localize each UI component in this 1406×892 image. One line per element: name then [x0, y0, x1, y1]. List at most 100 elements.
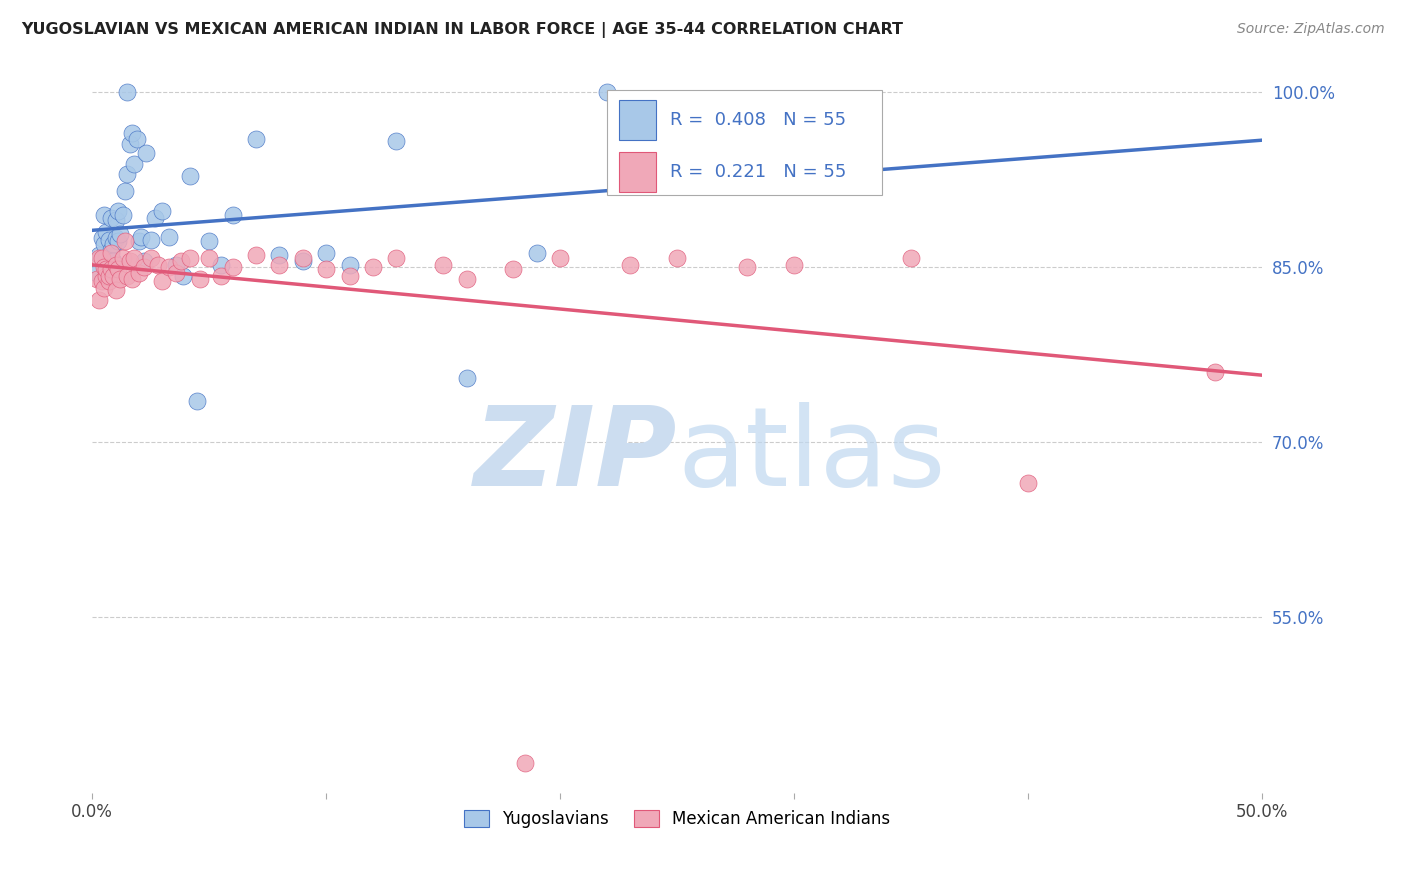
Point — [104, 284, 127, 298]
Point — [107, 204, 129, 219]
Point — [456, 371, 478, 385]
Point — [361, 260, 384, 274]
Text: YUGOSLAVIAN VS MEXICAN AMERICAN INDIAN IN LABOR FORCE | AGE 35-44 CORRELATION CH: YUGOSLAVIAN VS MEXICAN AMERICAN INDIAN I… — [21, 22, 903, 38]
Point — [143, 211, 166, 225]
Point — [596, 85, 619, 99]
Point — [111, 251, 134, 265]
Point — [179, 251, 201, 265]
Point — [128, 235, 150, 249]
Point — [172, 269, 194, 284]
Point — [737, 155, 759, 169]
Point — [114, 184, 136, 198]
Point — [502, 262, 524, 277]
Point — [107, 262, 129, 277]
Point — [104, 213, 127, 227]
Point — [783, 258, 806, 272]
FancyBboxPatch shape — [607, 90, 882, 195]
Point — [124, 251, 146, 265]
Point — [131, 229, 153, 244]
Point — [315, 246, 337, 260]
Point — [139, 233, 162, 247]
FancyBboxPatch shape — [619, 153, 657, 192]
Point — [125, 131, 148, 145]
Point — [689, 161, 711, 175]
Point — [86, 272, 108, 286]
Point — [513, 756, 536, 771]
Point — [186, 394, 208, 409]
Point — [157, 229, 180, 244]
Point — [165, 266, 187, 280]
Point — [291, 251, 314, 265]
Point — [100, 262, 122, 277]
Point — [93, 260, 115, 274]
Point — [209, 269, 232, 284]
Point — [89, 251, 111, 265]
Point — [89, 293, 111, 307]
Point — [245, 248, 267, 262]
Point — [198, 235, 221, 249]
Point — [339, 258, 361, 272]
Point — [643, 178, 665, 193]
Point — [1017, 476, 1039, 491]
Point — [90, 274, 112, 288]
Point — [150, 274, 173, 288]
Point — [385, 134, 408, 148]
Point — [114, 235, 136, 249]
Point — [548, 251, 571, 265]
Point — [117, 167, 139, 181]
Point — [121, 272, 143, 286]
Point — [124, 157, 146, 171]
Point — [89, 248, 111, 262]
Text: R =  0.221   N = 55: R = 0.221 N = 55 — [671, 163, 846, 181]
Text: Source: ZipAtlas.com: Source: ZipAtlas.com — [1237, 22, 1385, 37]
Point — [117, 269, 139, 284]
Point — [97, 269, 120, 284]
Point — [90, 231, 112, 245]
Point — [118, 137, 141, 152]
Point — [100, 211, 122, 225]
Point — [118, 254, 141, 268]
Point — [146, 258, 169, 272]
Point — [86, 266, 108, 280]
Point — [619, 258, 641, 272]
Point — [110, 227, 132, 242]
Point — [104, 231, 127, 245]
Point — [100, 246, 122, 260]
Point — [737, 260, 759, 274]
Point — [385, 251, 408, 265]
Point — [100, 243, 122, 257]
Point — [110, 272, 132, 286]
Point — [179, 169, 201, 183]
Point — [103, 269, 125, 284]
Point — [1204, 365, 1226, 379]
Point — [209, 258, 232, 272]
Point — [713, 149, 735, 163]
Point — [291, 254, 314, 268]
FancyBboxPatch shape — [619, 100, 657, 139]
Point — [188, 272, 211, 286]
Point — [170, 254, 193, 268]
Point — [315, 262, 337, 277]
Point — [93, 207, 115, 221]
Legend: Yugoslavians, Mexican American Indians: Yugoslavians, Mexican American Indians — [457, 804, 897, 835]
Point — [900, 251, 922, 265]
Point — [93, 281, 115, 295]
Point — [107, 235, 129, 249]
Point — [104, 258, 127, 272]
Point — [150, 204, 173, 219]
Point — [97, 274, 120, 288]
Point — [111, 207, 134, 221]
Point — [198, 251, 221, 265]
Point — [339, 269, 361, 284]
Point — [117, 85, 139, 99]
Point — [97, 233, 120, 247]
Point — [96, 225, 118, 239]
Point — [456, 272, 478, 286]
Point — [221, 260, 243, 274]
Point — [432, 258, 454, 272]
Point — [132, 260, 155, 274]
Point — [666, 251, 689, 265]
Point — [96, 262, 118, 277]
Point — [526, 246, 548, 260]
Point — [103, 236, 125, 251]
